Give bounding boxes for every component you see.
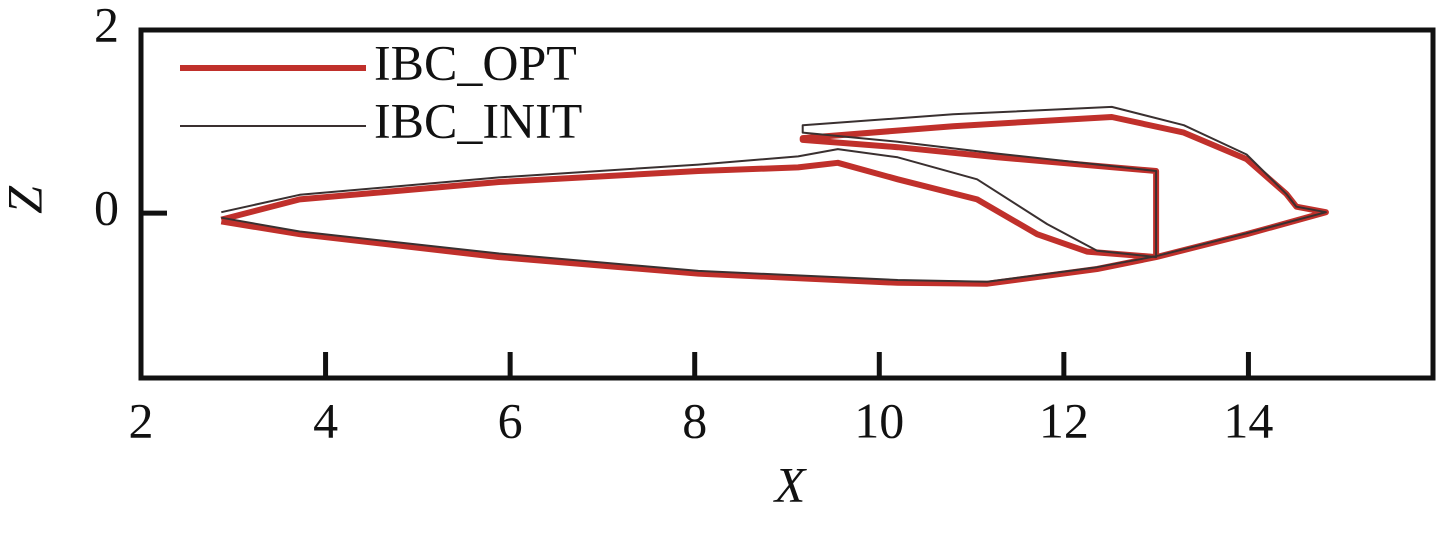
y-tick-label: 0: [94, 180, 119, 236]
x-tick-label: 12: [1039, 392, 1089, 448]
x-tick-label: 14: [1223, 392, 1273, 448]
x-tick-label: 6: [498, 392, 523, 448]
y-tick-label: 2: [94, 0, 119, 52]
legend-label: IBC_INIT: [374, 92, 582, 148]
x-axis-label: X: [773, 456, 808, 512]
series-line: [221, 105, 1327, 283]
x-tick-label: 8: [682, 392, 707, 448]
plot-frame: [138, 27, 1436, 381]
series-line: [220, 114, 1329, 287]
legend-label: IBC_OPT: [374, 34, 577, 90]
x-tick-label: 2: [129, 392, 154, 448]
y-axis-label: Z: [0, 185, 52, 214]
x-tick-label: 10: [854, 392, 904, 448]
x-tick-label: 4: [313, 392, 338, 448]
